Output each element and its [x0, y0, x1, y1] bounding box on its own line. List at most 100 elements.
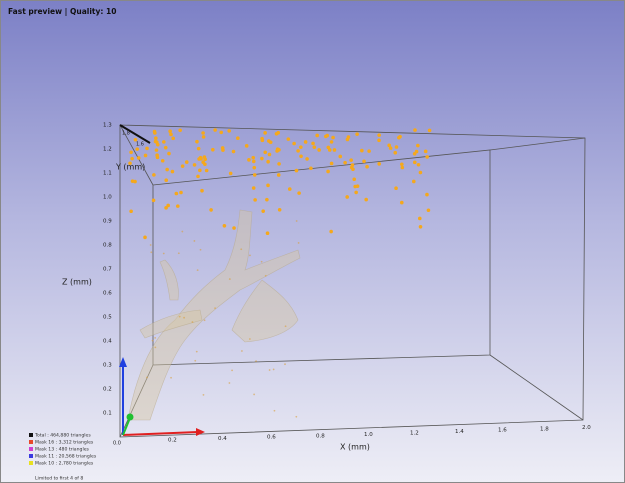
point — [162, 140, 166, 144]
point — [179, 191, 183, 195]
point — [315, 134, 319, 138]
point — [193, 163, 197, 167]
preview-title: Fast preview | Quality: 10 — [8, 7, 116, 17]
point — [181, 164, 185, 168]
point — [398, 135, 402, 139]
point — [296, 220, 298, 222]
point — [326, 170, 330, 174]
point — [312, 145, 316, 149]
point — [413, 152, 417, 156]
point — [129, 150, 133, 154]
point — [130, 157, 134, 161]
point — [197, 147, 201, 151]
z-tick-label: 1.2 — [103, 147, 112, 153]
point — [360, 149, 364, 153]
point — [241, 350, 243, 352]
point — [265, 275, 267, 277]
x-tick-label: 2.0 — [582, 425, 591, 431]
point — [192, 321, 194, 323]
point — [209, 208, 213, 212]
point — [203, 155, 207, 159]
z-tick-label: 1.1 — [103, 171, 112, 177]
point — [354, 191, 358, 195]
x-tick-label: 0.8 — [316, 433, 325, 439]
point — [295, 169, 299, 173]
point — [425, 193, 429, 197]
point — [195, 140, 199, 144]
point — [143, 236, 147, 240]
z-tick-label: 0.5 — [103, 315, 112, 321]
point — [266, 184, 270, 188]
point — [252, 160, 256, 164]
point — [247, 158, 251, 162]
point — [197, 157, 201, 161]
point — [253, 394, 255, 396]
point — [377, 162, 381, 166]
point — [266, 160, 270, 164]
point — [352, 177, 356, 181]
point — [427, 208, 431, 212]
point — [178, 129, 182, 133]
point — [400, 201, 404, 205]
legend-label: Mask 13 : 480 triangles — [35, 447, 90, 453]
point — [277, 148, 281, 152]
point — [395, 145, 399, 149]
point — [166, 204, 170, 208]
point — [144, 154, 148, 158]
point — [255, 360, 257, 362]
point — [296, 149, 300, 153]
point — [150, 244, 152, 246]
point — [365, 165, 369, 169]
point — [146, 377, 148, 379]
point — [275, 132, 279, 136]
point — [227, 129, 231, 133]
point — [168, 129, 172, 133]
legend-label: Mask 16 : 3,312 triangles — [35, 440, 94, 446]
point — [265, 198, 269, 202]
point — [155, 153, 159, 157]
point — [311, 142, 315, 146]
point — [176, 204, 180, 208]
point — [249, 254, 251, 256]
point — [328, 148, 332, 152]
point — [292, 142, 296, 146]
point — [213, 128, 217, 132]
x-tick-label: 1.0 — [364, 432, 373, 438]
point — [252, 186, 256, 190]
legend-swatch — [29, 454, 33, 458]
point — [298, 242, 300, 244]
point — [400, 162, 404, 166]
point — [163, 253, 165, 255]
point — [205, 169, 209, 173]
point — [245, 144, 249, 148]
point — [295, 416, 297, 418]
point — [229, 172, 233, 176]
point — [171, 170, 175, 174]
point — [309, 166, 313, 170]
point — [355, 132, 359, 136]
point — [329, 230, 333, 234]
point — [288, 187, 292, 191]
x-tick-label: 0.6 — [267, 435, 276, 441]
point — [229, 278, 231, 280]
point — [364, 198, 368, 202]
point — [277, 173, 281, 177]
point — [175, 192, 179, 196]
x-tick-label: 1.8 — [540, 426, 549, 432]
legend-label: Mask 10 : 2,780 triangles — [35, 461, 94, 467]
legend-label: Mask 11 : 20,568 triangles — [35, 454, 97, 460]
point — [221, 148, 225, 152]
point — [351, 167, 355, 171]
point — [393, 151, 397, 155]
z-tick-label: 0.3 — [103, 363, 112, 369]
point — [219, 131, 223, 135]
z-tick-label: 1.3 — [103, 123, 112, 129]
point — [377, 139, 381, 143]
point — [401, 166, 405, 170]
x-axis-label: X (mm) — [340, 443, 370, 452]
point — [338, 155, 342, 159]
point — [394, 186, 398, 190]
point — [299, 154, 303, 158]
point — [154, 337, 156, 339]
y-axis-label: Y (mm) — [115, 163, 145, 172]
